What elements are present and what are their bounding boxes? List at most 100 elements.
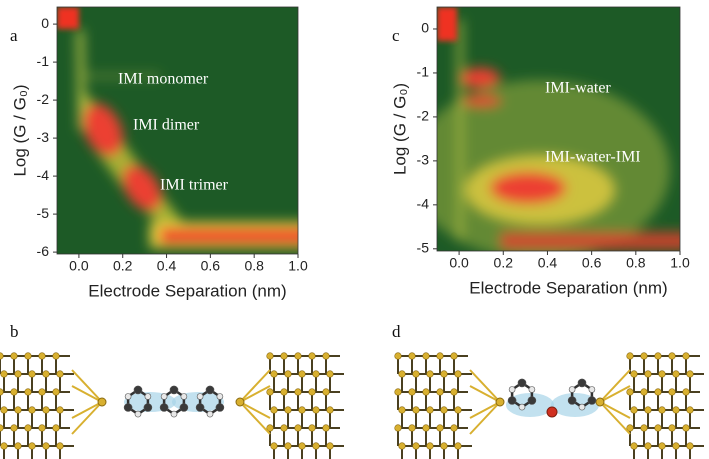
gold-atom [640,352,648,360]
gold-atom [312,442,320,450]
gold-atom [326,442,334,450]
gold-atom [644,442,652,450]
annotation: IMI-water-IMI [545,149,641,166]
hydrogen-atom [144,393,152,400]
gold-atom [668,424,676,432]
gold-atom [394,388,402,396]
hydrogen-atom [216,393,224,400]
gold-atom [308,352,316,360]
gold-atom [686,370,694,378]
y-tick-label: -4 [417,196,430,212]
gold-atom [426,406,434,414]
gold-atom [495,397,505,407]
hydrogen-atom [578,403,586,411]
carbon-atom [143,403,153,412]
bond [239,401,271,419]
gold-atom [284,370,292,378]
x-tick-label: 0.8 [244,258,264,274]
y-tick-label: -5 [417,240,430,256]
y-tick-label: -5 [37,205,50,221]
gold-atom [626,388,634,396]
x-axis-label: Electrode Separation (nm) [469,278,667,297]
gold-atom [408,388,416,396]
gold-atom [298,442,306,450]
gold-atom [398,442,406,450]
gold-atom [56,442,64,450]
gold-atom [10,352,18,360]
gold-atom [326,370,334,378]
x-axis-label: Electrode Separation (nm) [88,281,286,300]
gold-atom [454,370,462,378]
gold-atom [28,442,36,450]
gold-atom [686,442,694,450]
gold-atom [682,352,690,360]
gold-atom [24,424,32,432]
gold-atom [630,406,638,414]
panel-label: a [10,26,18,45]
gold-atom [436,424,444,432]
y-tick-label: -1 [37,53,50,69]
gold-atom [668,388,676,396]
gold-atom [52,388,60,396]
hydrogen-atom [196,393,204,400]
gold-atom [658,370,666,378]
gold-atom [626,352,634,360]
gold-atom [326,406,334,414]
gold-atom [668,352,676,360]
gold-atom [422,424,430,432]
gold-atom [450,424,458,432]
bond [469,385,501,403]
gold-atom [654,352,662,360]
plot-frame [56,6,299,255]
gold-atom [0,352,4,360]
gold-atom [440,370,448,378]
y-tick-label: -3 [37,129,50,145]
gold-atom [38,352,46,360]
gold-atom [686,406,694,414]
gold-atom [298,370,306,378]
gold-atom [52,424,60,432]
gold-atom [398,406,406,414]
bond [599,369,631,403]
gold-atom [235,397,245,407]
gold-atom [640,424,648,432]
gold-atom [422,388,430,396]
gold-atom [630,370,638,378]
x-tick-label: 0.0 [449,255,469,271]
gold-atom [298,406,306,414]
gold-atom [394,352,402,360]
gold-atom [658,442,666,450]
gold-atom [0,406,8,414]
gold-atom [294,388,302,396]
gold-atom [436,352,444,360]
gold-atom [422,352,430,360]
structure-b: b [0,322,344,459]
annotation: IMI dimer [133,117,200,134]
gold-atom [0,370,8,378]
y-tick-label: 0 [421,20,429,36]
annotation: IMI monomer [118,71,209,88]
gold-atom [682,424,690,432]
gold-atom [450,352,458,360]
hydrogen-atom [206,410,214,418]
oxygen-atom [546,406,558,418]
gold-atom [426,442,434,450]
carbon-atom [517,378,527,388]
carbon-atom [195,403,205,412]
y-tick-label: -4 [37,167,50,183]
x-tick-label: 1.0 [288,258,308,274]
bond [469,369,501,403]
carbon-atom [133,385,143,395]
gold-atom [654,388,662,396]
carbon-atom [205,385,215,395]
gold-atom [52,352,60,360]
bond [239,401,271,435]
gold-atom [654,424,662,432]
carbon-atom [527,396,537,405]
gold-atom [658,406,666,414]
gold-atom [10,424,18,432]
gold-atom [266,424,274,432]
gold-atom [0,442,8,450]
gold-atom [412,442,420,450]
